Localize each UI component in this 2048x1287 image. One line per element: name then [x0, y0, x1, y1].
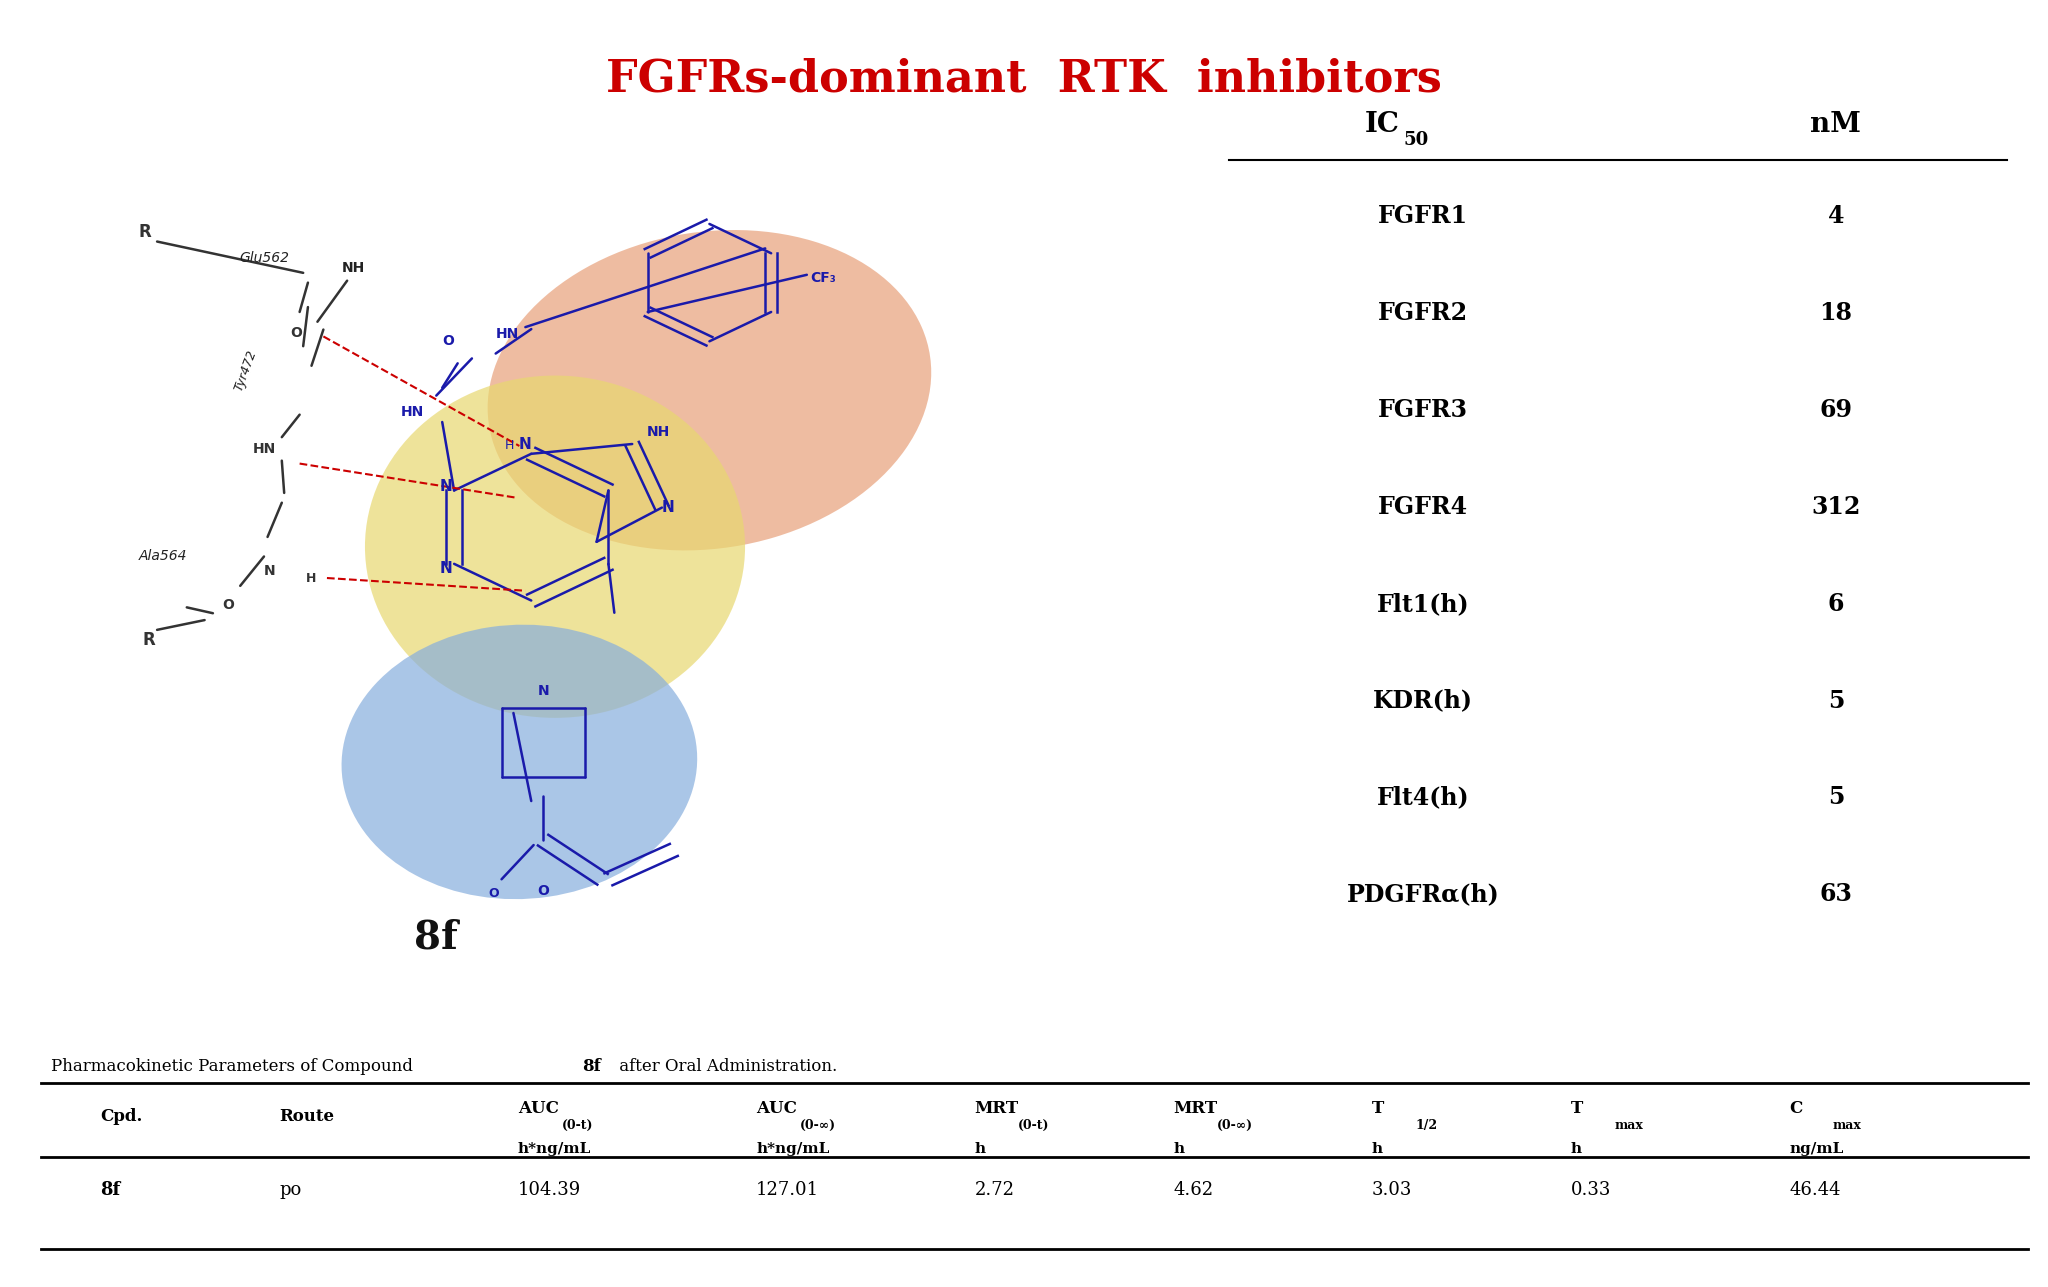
- Text: NH: NH: [342, 261, 365, 275]
- Text: (0-t): (0-t): [1018, 1120, 1051, 1133]
- Text: (0-∞): (0-∞): [1217, 1120, 1253, 1133]
- Text: R: R: [143, 631, 156, 649]
- Text: FGFRs-dominant  RTK  inhibitors: FGFRs-dominant RTK inhibitors: [606, 58, 1442, 100]
- Text: O: O: [223, 598, 233, 613]
- Text: N: N: [264, 564, 276, 578]
- Text: h: h: [975, 1143, 985, 1157]
- Ellipse shape: [487, 230, 932, 551]
- Text: max: max: [1614, 1120, 1642, 1133]
- Text: T: T: [1571, 1100, 1583, 1117]
- Text: KDR(h): KDR(h): [1374, 689, 1473, 713]
- Text: Pharmacokinetic Parameters of Compound: Pharmacokinetic Parameters of Compound: [51, 1058, 418, 1075]
- Text: 0.33: 0.33: [1571, 1180, 1612, 1198]
- Text: HN: HN: [401, 405, 424, 420]
- Text: AUC: AUC: [518, 1100, 559, 1117]
- Text: O: O: [537, 884, 549, 898]
- Text: 5: 5: [1827, 689, 1843, 713]
- Text: N: N: [440, 479, 453, 494]
- Text: N: N: [518, 436, 532, 452]
- Text: N: N: [440, 561, 453, 575]
- Text: Flt1(h): Flt1(h): [1376, 592, 1470, 615]
- Text: FGFR3: FGFR3: [1378, 398, 1468, 422]
- Text: H: H: [506, 439, 514, 453]
- Text: max: max: [1833, 1120, 1862, 1133]
- Text: O: O: [291, 327, 301, 341]
- Text: (0-∞): (0-∞): [801, 1120, 836, 1133]
- Text: 69: 69: [1819, 398, 1851, 422]
- Text: O: O: [487, 888, 498, 901]
- Text: PDGFRα(h): PDGFRα(h): [1348, 882, 1499, 906]
- Text: N: N: [537, 685, 549, 699]
- Text: FGFR1: FGFR1: [1378, 205, 1468, 228]
- Text: h: h: [1372, 1143, 1382, 1157]
- Text: h*ng/mL: h*ng/mL: [756, 1143, 829, 1157]
- Text: 6: 6: [1827, 592, 1843, 615]
- Text: 312: 312: [1810, 495, 1860, 519]
- Text: 4: 4: [1827, 205, 1843, 228]
- Text: 1/2: 1/2: [1415, 1120, 1438, 1133]
- Text: 2.72: 2.72: [975, 1180, 1014, 1198]
- Text: NH: NH: [647, 425, 670, 439]
- Text: HN: HN: [496, 327, 520, 341]
- Text: 46.44: 46.44: [1790, 1180, 1841, 1198]
- Text: 18: 18: [1819, 301, 1851, 326]
- Text: 127.01: 127.01: [756, 1180, 819, 1198]
- Text: AUC: AUC: [756, 1100, 797, 1117]
- Text: po: po: [279, 1180, 301, 1198]
- Text: h*ng/mL: h*ng/mL: [518, 1143, 592, 1157]
- Text: (0-t): (0-t): [561, 1120, 594, 1133]
- Text: ng/mL: ng/mL: [1790, 1143, 1843, 1157]
- Text: O: O: [442, 333, 455, 347]
- Text: after Oral Administration.: after Oral Administration.: [614, 1058, 838, 1075]
- Text: 8f: 8f: [100, 1180, 121, 1198]
- Text: N: N: [662, 501, 674, 515]
- Text: nM: nM: [1810, 112, 1862, 139]
- Ellipse shape: [342, 624, 696, 900]
- Text: FGFR2: FGFR2: [1378, 301, 1468, 326]
- Text: FGFR4: FGFR4: [1378, 495, 1468, 519]
- Text: R: R: [139, 223, 152, 241]
- Text: HN: HN: [252, 441, 276, 456]
- Text: MRT: MRT: [1174, 1100, 1217, 1117]
- Ellipse shape: [365, 376, 745, 718]
- Text: 8f: 8f: [414, 919, 459, 958]
- Text: 50: 50: [1405, 131, 1430, 149]
- Text: H: H: [307, 571, 317, 584]
- Text: Cpd.: Cpd.: [100, 1108, 143, 1126]
- Text: C: C: [1790, 1100, 1802, 1117]
- Text: Ala564: Ala564: [139, 550, 186, 564]
- Text: Route: Route: [279, 1108, 334, 1126]
- Text: h: h: [1571, 1143, 1581, 1157]
- Text: Tyr472: Tyr472: [233, 349, 260, 393]
- Text: 8f: 8f: [582, 1058, 600, 1075]
- Text: MRT: MRT: [975, 1100, 1018, 1117]
- Text: IC: IC: [1366, 112, 1401, 139]
- Text: CF₃: CF₃: [811, 270, 836, 284]
- Text: 4.62: 4.62: [1174, 1180, 1212, 1198]
- Text: h: h: [1174, 1143, 1184, 1157]
- Text: 5: 5: [1827, 785, 1843, 810]
- Text: T: T: [1372, 1100, 1384, 1117]
- Text: 104.39: 104.39: [518, 1180, 582, 1198]
- Text: Glu562: Glu562: [240, 251, 289, 265]
- Text: 63: 63: [1819, 882, 1851, 906]
- Text: 3.03: 3.03: [1372, 1180, 1413, 1198]
- Text: Flt4(h): Flt4(h): [1376, 785, 1470, 810]
